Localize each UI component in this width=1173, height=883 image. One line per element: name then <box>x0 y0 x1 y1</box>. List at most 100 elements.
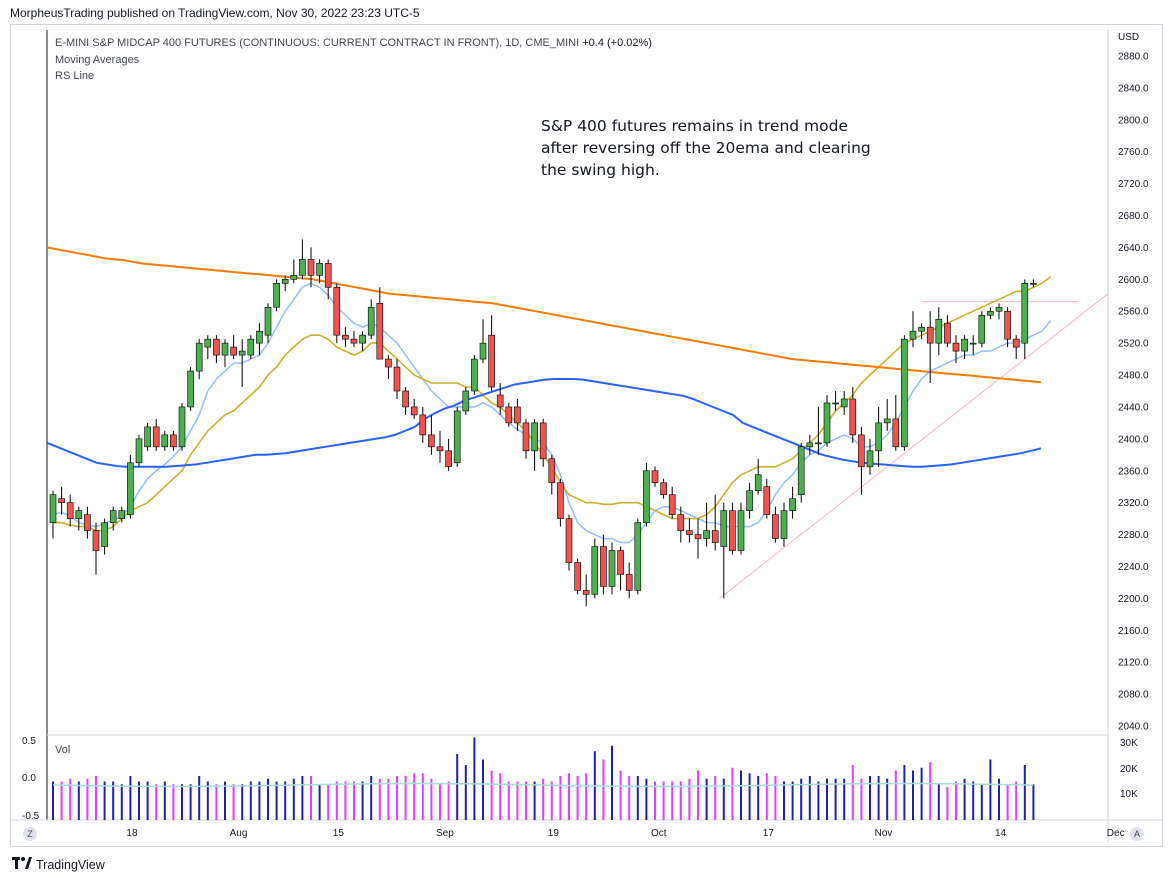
candle-up <box>737 510 745 551</box>
legend-indicator-ma[interactable]: Moving Averages <box>55 53 140 66</box>
volume-bar <box>378 778 381 820</box>
tradingview-logo-icon <box>12 857 32 872</box>
volume-bar <box>112 781 115 820</box>
candle-up <box>161 434 169 448</box>
volume-bar <box>550 781 553 820</box>
volume-bar <box>731 767 734 820</box>
time-tick-label: Sep <box>436 828 454 839</box>
time-tick-label: 19 <box>548 828 560 839</box>
volume-bar <box>628 776 631 820</box>
volume-bar <box>998 778 1000 820</box>
volume-bar <box>206 781 209 820</box>
volume-bar <box>937 784 940 820</box>
candle-up <box>316 263 323 276</box>
candle-up <box>995 306 1003 312</box>
rs-tick-label: 0.5 <box>22 736 36 747</box>
volume-bar <box>963 778 966 820</box>
candle-up <box>462 390 470 412</box>
candle-up <box>1021 283 1029 344</box>
volume-bar <box>980 784 983 820</box>
candle-down <box>565 518 573 563</box>
candle-up <box>299 259 306 276</box>
candle-down <box>376 302 384 360</box>
volume-bar <box>318 784 321 820</box>
candle-up <box>290 275 298 280</box>
volume-tick-label: 30K <box>1120 738 1138 749</box>
candle-down <box>428 434 435 448</box>
ma-50-line <box>46 378 1042 468</box>
volume-bar <box>611 745 613 820</box>
auto-scale-button[interactable]: A <box>1130 827 1144 841</box>
candle-up <box>49 494 57 523</box>
volume-bar <box>344 781 347 820</box>
volume-bar <box>955 781 957 820</box>
price-tick-label: 2280.0 <box>1118 530 1149 541</box>
candle-up <box>221 342 229 356</box>
volume-bar <box>155 784 158 820</box>
price-tick-label: 2760.0 <box>1118 147 1149 158</box>
candle-down <box>651 470 659 484</box>
candle-up <box>978 314 986 344</box>
volume-bar <box>499 773 502 820</box>
volume-bar <box>851 765 854 820</box>
price-tick-label: 2360.0 <box>1118 466 1149 477</box>
publisher-line: MorpheusTrading published on TradingView… <box>10 6 420 20</box>
candle-down <box>1012 338 1020 348</box>
candle-up <box>591 546 599 595</box>
tradingview-logo[interactable]: TradingView <box>12 857 105 872</box>
volume-bar <box>533 781 536 820</box>
candle-down <box>84 514 91 531</box>
candle-down <box>410 406 418 416</box>
volume-bar <box>576 776 579 820</box>
candle-down <box>600 546 607 587</box>
price-tick-label: 2040.0 <box>1118 722 1149 733</box>
candle-down <box>419 414 427 436</box>
volume-bar <box>869 776 871 820</box>
volume-bar <box>198 776 201 820</box>
volume-bar <box>860 778 863 820</box>
price-tick-label: 2160.0 <box>1118 626 1149 637</box>
volume-bar <box>740 770 742 820</box>
candle-up <box>643 470 650 523</box>
legend-indicator-rs[interactable]: RS Line <box>55 70 95 82</box>
candle-up <box>608 550 616 587</box>
candle-up <box>703 530 710 539</box>
candle-down <box>677 514 685 531</box>
price-tick-label: 2120.0 <box>1118 658 1149 669</box>
candle-down <box>152 426 160 448</box>
text-annotation[interactable]: S&P 400 futures remains in trend mode af… <box>541 115 881 181</box>
time-tick-label: 18 <box>126 828 138 839</box>
legend-symbol-line: E-MINI S&P MIDCAP 400 FUTURES (CONTINUOU… <box>55 35 652 52</box>
candle-up <box>780 510 788 539</box>
volume-bar <box>335 781 338 820</box>
rs-tick-label: 0.0 <box>22 773 36 784</box>
candle-up <box>875 422 882 452</box>
volume-bar <box>602 759 605 820</box>
candle-up <box>359 334 366 344</box>
price-tick-label: 2600.0 <box>1118 275 1149 286</box>
currency-label: USD <box>1118 32 1140 43</box>
candle-up <box>815 442 822 445</box>
volume-bar <box>834 778 837 820</box>
volume-bar <box>353 781 355 820</box>
volume-label: Vol <box>55 744 71 756</box>
volume-bar <box>52 781 54 820</box>
time-tick-label: Oct <box>651 828 667 839</box>
volume-bar <box>585 773 588 820</box>
volume-bar <box>275 781 278 820</box>
volume-bar <box>894 770 897 820</box>
timezone-button[interactable]: Z <box>23 827 37 841</box>
volume-bar <box>464 765 467 820</box>
volume-bar <box>559 776 562 820</box>
volume-bar <box>301 776 304 820</box>
volume-bar <box>671 781 674 820</box>
price-tick-label: 2400.0 <box>1118 434 1149 445</box>
price-tick-label: 2200.0 <box>1118 594 1149 605</box>
candle-up <box>264 306 272 336</box>
volume-bar <box>284 781 287 820</box>
volume-bar <box>447 781 450 820</box>
price-tick-label: 2880.0 <box>1118 52 1149 63</box>
volume-bar <box>662 781 665 820</box>
candle-up <box>531 422 538 452</box>
